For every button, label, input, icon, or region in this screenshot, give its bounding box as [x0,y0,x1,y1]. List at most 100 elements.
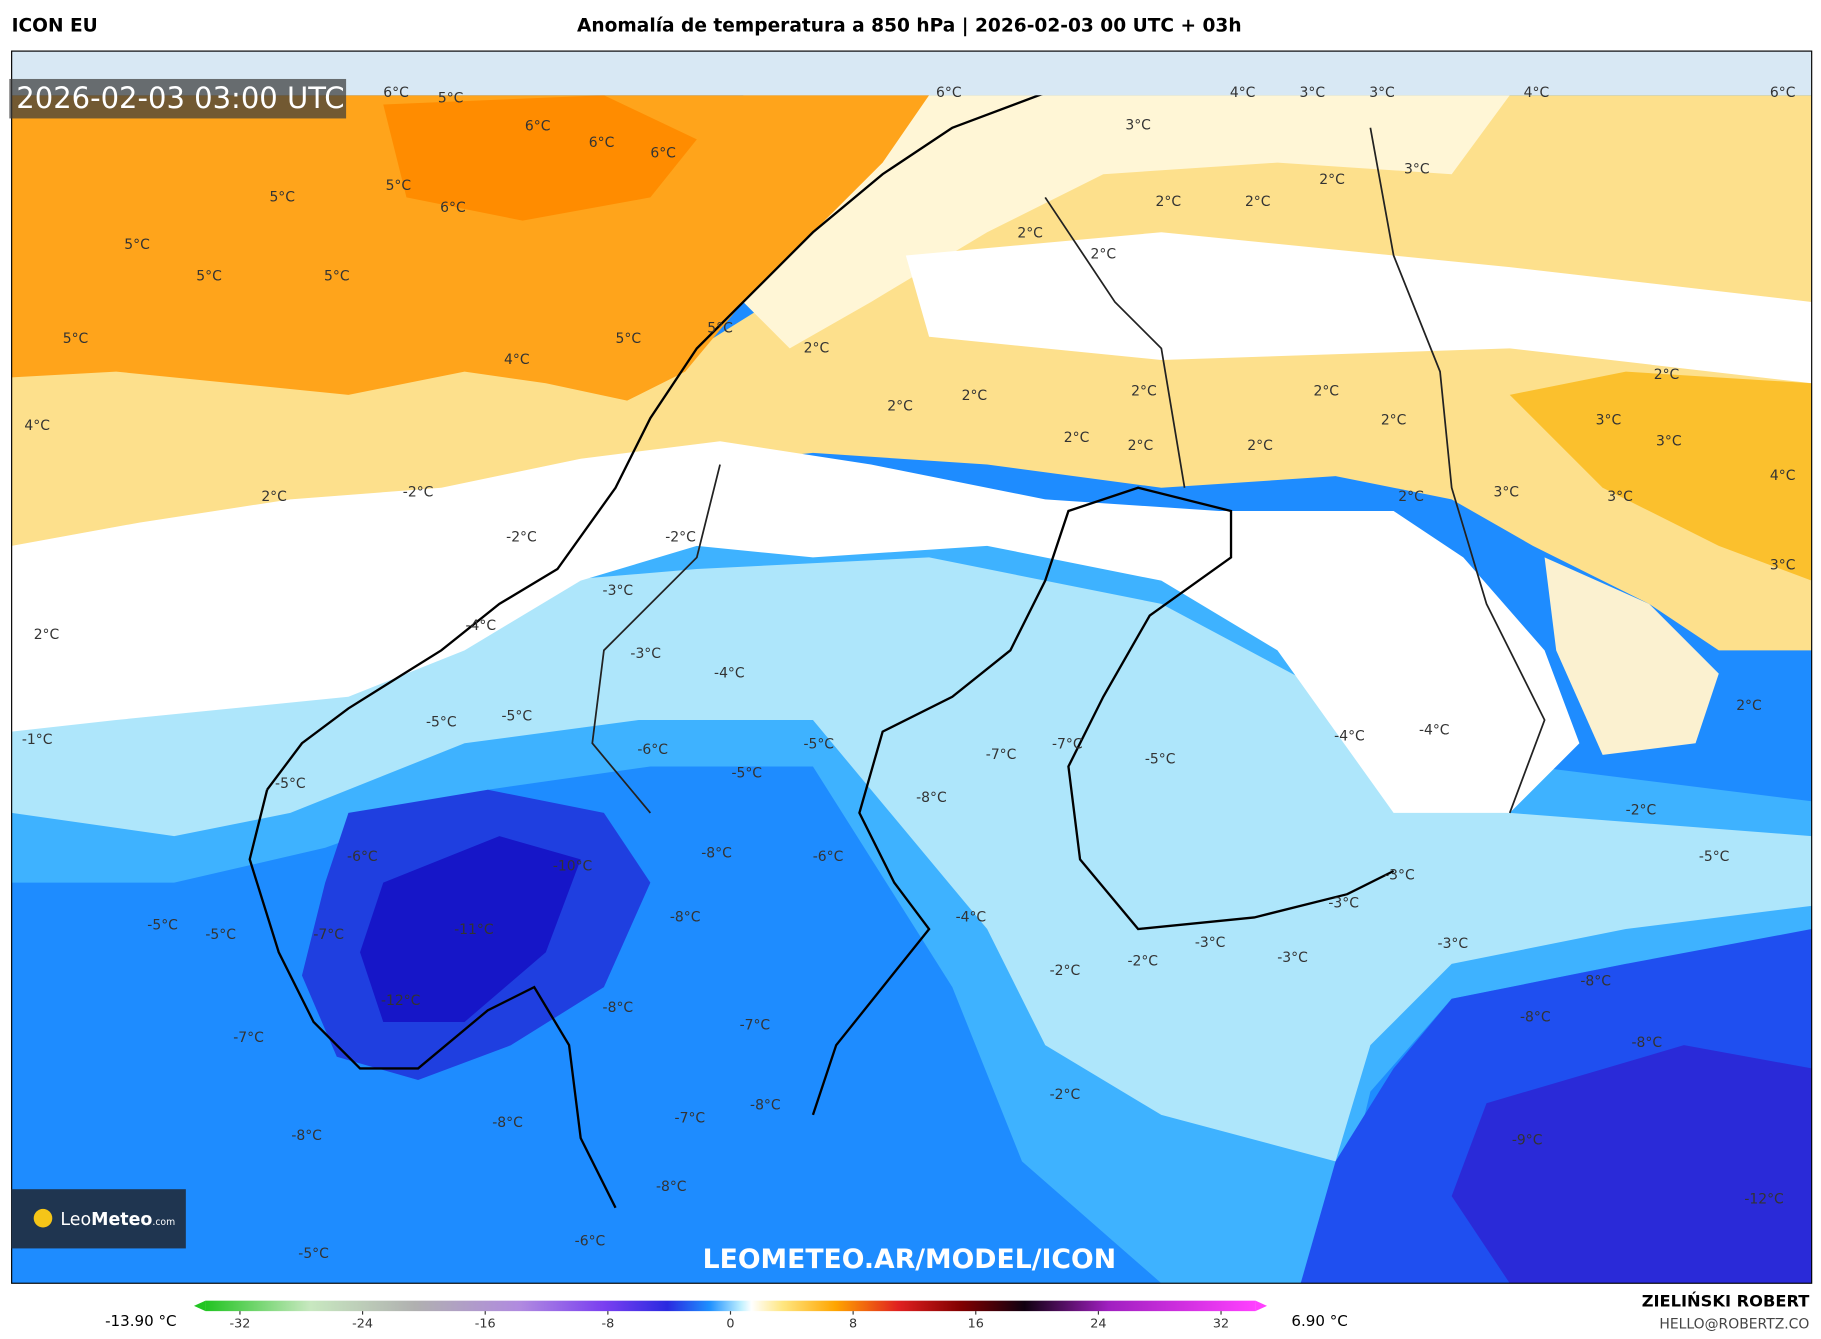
colorbar-arrow [193,1300,206,1312]
contour-label: 3°C [1404,162,1430,178]
contour-label: 2°C [34,627,60,643]
contour-label: 2°C [1017,225,1043,241]
contour-label: 2°C [1398,489,1424,505]
contour-label: -2°C [1050,1087,1081,1103]
contour-label: 2°C [1156,194,1182,210]
contour-label: 3°C [1596,412,1622,428]
model-name: ICON EU [12,15,98,36]
contour-labels: 6°C 5°C 6°C 6°C 6°C 5°C 5°C 6°C 5°C 5°C 5°C 5°C 5°C 5… [22,85,1796,1262]
contour-label: 4°C [1770,468,1796,484]
contour-label: -6°C [637,742,668,758]
contour-label: 2°C [1736,698,1762,714]
contour-label: 5°C [324,268,350,284]
contour-label: -7°C [1052,736,1083,752]
contour-label: 5°C [124,237,150,253]
contour-label: -5°C [298,1246,329,1262]
contour-label: -2°C [403,484,434,500]
contour-label: 2°C [1313,383,1339,399]
contour-label: -8°C [1580,973,1611,989]
timestamp-box [9,78,347,119]
contour-label: -3°C [1438,936,1469,952]
contour-label: -9°C [1512,1132,1543,1148]
coastline [248,789,617,1209]
field-band [383,95,697,221]
contour-label: 6°C [589,135,615,151]
contour-label: 5°C [616,331,642,347]
contour-label: 2°C [887,398,913,414]
timestamp: 2026-02-03 03:00 UTC [16,81,344,115]
colorbar: -32 -24 -16 -8 0 8 16 24 32 [193,1300,1268,1331]
field-band [11,557,1812,1162]
field-band [1544,557,1719,755]
contour-label: -7°C [313,927,344,943]
contour-label: -10°C [553,858,592,874]
contour-label: -3°C [1384,868,1415,884]
logo: LeoMeteo.com [60,1210,175,1230]
contour-label: -5°C [1145,752,1176,768]
colorbar-tick-label: 0 [726,1316,734,1331]
field-band [743,95,1510,349]
contour-label: 2°C [1131,383,1157,399]
contour-label: 4°C [1524,85,1550,101]
colorbar-max: 6.90 °C [1291,1312,1347,1330]
contour-label: -1°C [22,732,53,748]
field-band [11,95,1812,651]
map-frame [11,50,1813,1284]
contour-label: 2°C [1247,438,1273,454]
contour-label: -3°C [630,646,661,662]
logo-sun [33,1208,53,1228]
contour-label: -4°C [714,666,745,682]
contour-label: -4°C [1334,728,1365,744]
contour-label: 2°C [804,340,830,356]
contour-label: -4°C [466,618,497,634]
contour-label: -2°C [1050,963,1081,979]
contour-label: -3°C [1277,950,1308,966]
contour-label: -7°C [986,747,1017,763]
contour-label: 4°C [1230,85,1256,101]
contour-label: 5°C [386,178,412,194]
contour-label: 2°C [1064,430,1090,446]
contour-label: -8°C [701,846,732,862]
contour-label: -7°C [740,1017,771,1033]
contour-label: 3°C [1300,85,1326,101]
contour-label: 4°C [24,418,50,434]
contour-label: -3°C [1195,935,1226,951]
map: 6°C 5°C 6°C 6°C 6°C 5°C 5°C 6°C 5°C 5°C 5°C 5°C 5°C 5… [11,51,1812,1284]
field-band [1509,371,1812,581]
contour-label: 6°C [440,200,466,216]
contour-label: -11°C [454,922,493,938]
field-band [905,232,1812,384]
colorbar-tick-label: -32 [230,1316,251,1331]
contour-label: 3°C [1369,85,1395,101]
contour-label: -2°C [1626,803,1657,819]
contour-label: -8°C [1520,1009,1551,1025]
contour-label: -8°C [750,1098,781,1114]
contour-label: -5°C [1699,849,1730,865]
colorbar-tick-label: -8 [601,1316,614,1331]
contour-label: 2°C [261,489,287,505]
contour-label: 6°C [936,85,962,101]
contour-label: 6°C [1770,85,1796,101]
contour-label: 3°C [1656,433,1682,449]
contour-label: -7°C [233,1030,264,1046]
logo-brand: Meteo [91,1210,152,1230]
author: ZIELIŃSKI ROBERT [1642,1291,1810,1310]
colorbar-tick-label: 24 [1090,1316,1106,1331]
contour-label: 5°C [438,91,464,107]
contour-label: 2°C [1319,172,1345,188]
contour-label: -6°C [575,1233,606,1249]
contour-label: -3°C [1328,896,1359,912]
contour-label: -8°C [1631,1035,1662,1051]
contour-label: 5°C [63,331,89,347]
chart-title: Anomalía de temperatura a 850 hPa | 2026… [577,15,1242,36]
contour-label: -5°C [731,765,762,781]
contour-label: 3°C [1607,489,1633,505]
contour-label: 5°C [269,189,295,205]
colorbar-min: -13.90 °C [105,1312,176,1330]
field-band [11,441,1580,813]
field-band [360,836,581,1022]
contour-label: 6°C [383,85,409,101]
colorbar-arrow [1255,1300,1268,1312]
coastline [811,486,1395,1116]
contour-label: 2°C [1654,367,1680,383]
